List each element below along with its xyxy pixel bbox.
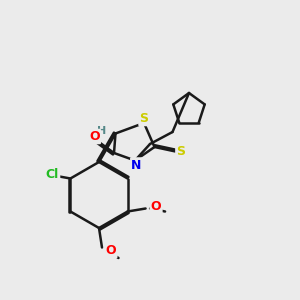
Text: H: H bbox=[98, 125, 106, 136]
Text: N: N bbox=[131, 158, 142, 172]
Text: Cl: Cl bbox=[46, 167, 59, 181]
Text: S: S bbox=[140, 112, 148, 125]
Text: S: S bbox=[176, 145, 185, 158]
Text: O: O bbox=[106, 244, 116, 257]
Text: O: O bbox=[89, 130, 100, 143]
Text: O: O bbox=[151, 200, 161, 214]
